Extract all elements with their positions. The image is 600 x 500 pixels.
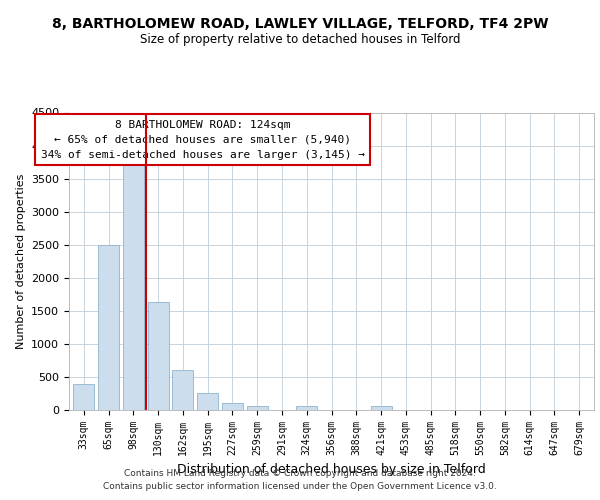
- Bar: [296, 406, 317, 410]
- Text: 8 BARTHOLOMEW ROAD: 124sqm
← 65% of detached houses are smaller (5,940)
34% of s: 8 BARTHOLOMEW ROAD: 124sqm ← 65% of deta…: [41, 120, 365, 160]
- Bar: [123, 164, 144, 410]
- Y-axis label: Number of detached properties: Number of detached properties: [16, 174, 26, 349]
- Text: 8, BARTHOLOMEW ROAD, LAWLEY VILLAGE, TELFORD, TF4 2PW: 8, BARTHOLOMEW ROAD, LAWLEY VILLAGE, TEL…: [52, 18, 548, 32]
- Bar: [222, 404, 243, 410]
- Bar: [247, 406, 268, 410]
- Bar: [371, 406, 392, 410]
- X-axis label: Distribution of detached houses by size in Telford: Distribution of detached houses by size …: [177, 464, 486, 476]
- Text: Contains HM Land Registry data © Crown copyright and database right 2024.: Contains HM Land Registry data © Crown c…: [124, 468, 476, 477]
- Bar: [98, 244, 119, 410]
- Bar: [148, 302, 169, 410]
- Bar: [73, 384, 94, 410]
- Bar: [197, 394, 218, 410]
- Text: Contains public sector information licensed under the Open Government Licence v3: Contains public sector information licen…: [103, 482, 497, 491]
- Bar: [172, 370, 193, 410]
- Text: Size of property relative to detached houses in Telford: Size of property relative to detached ho…: [140, 32, 460, 46]
